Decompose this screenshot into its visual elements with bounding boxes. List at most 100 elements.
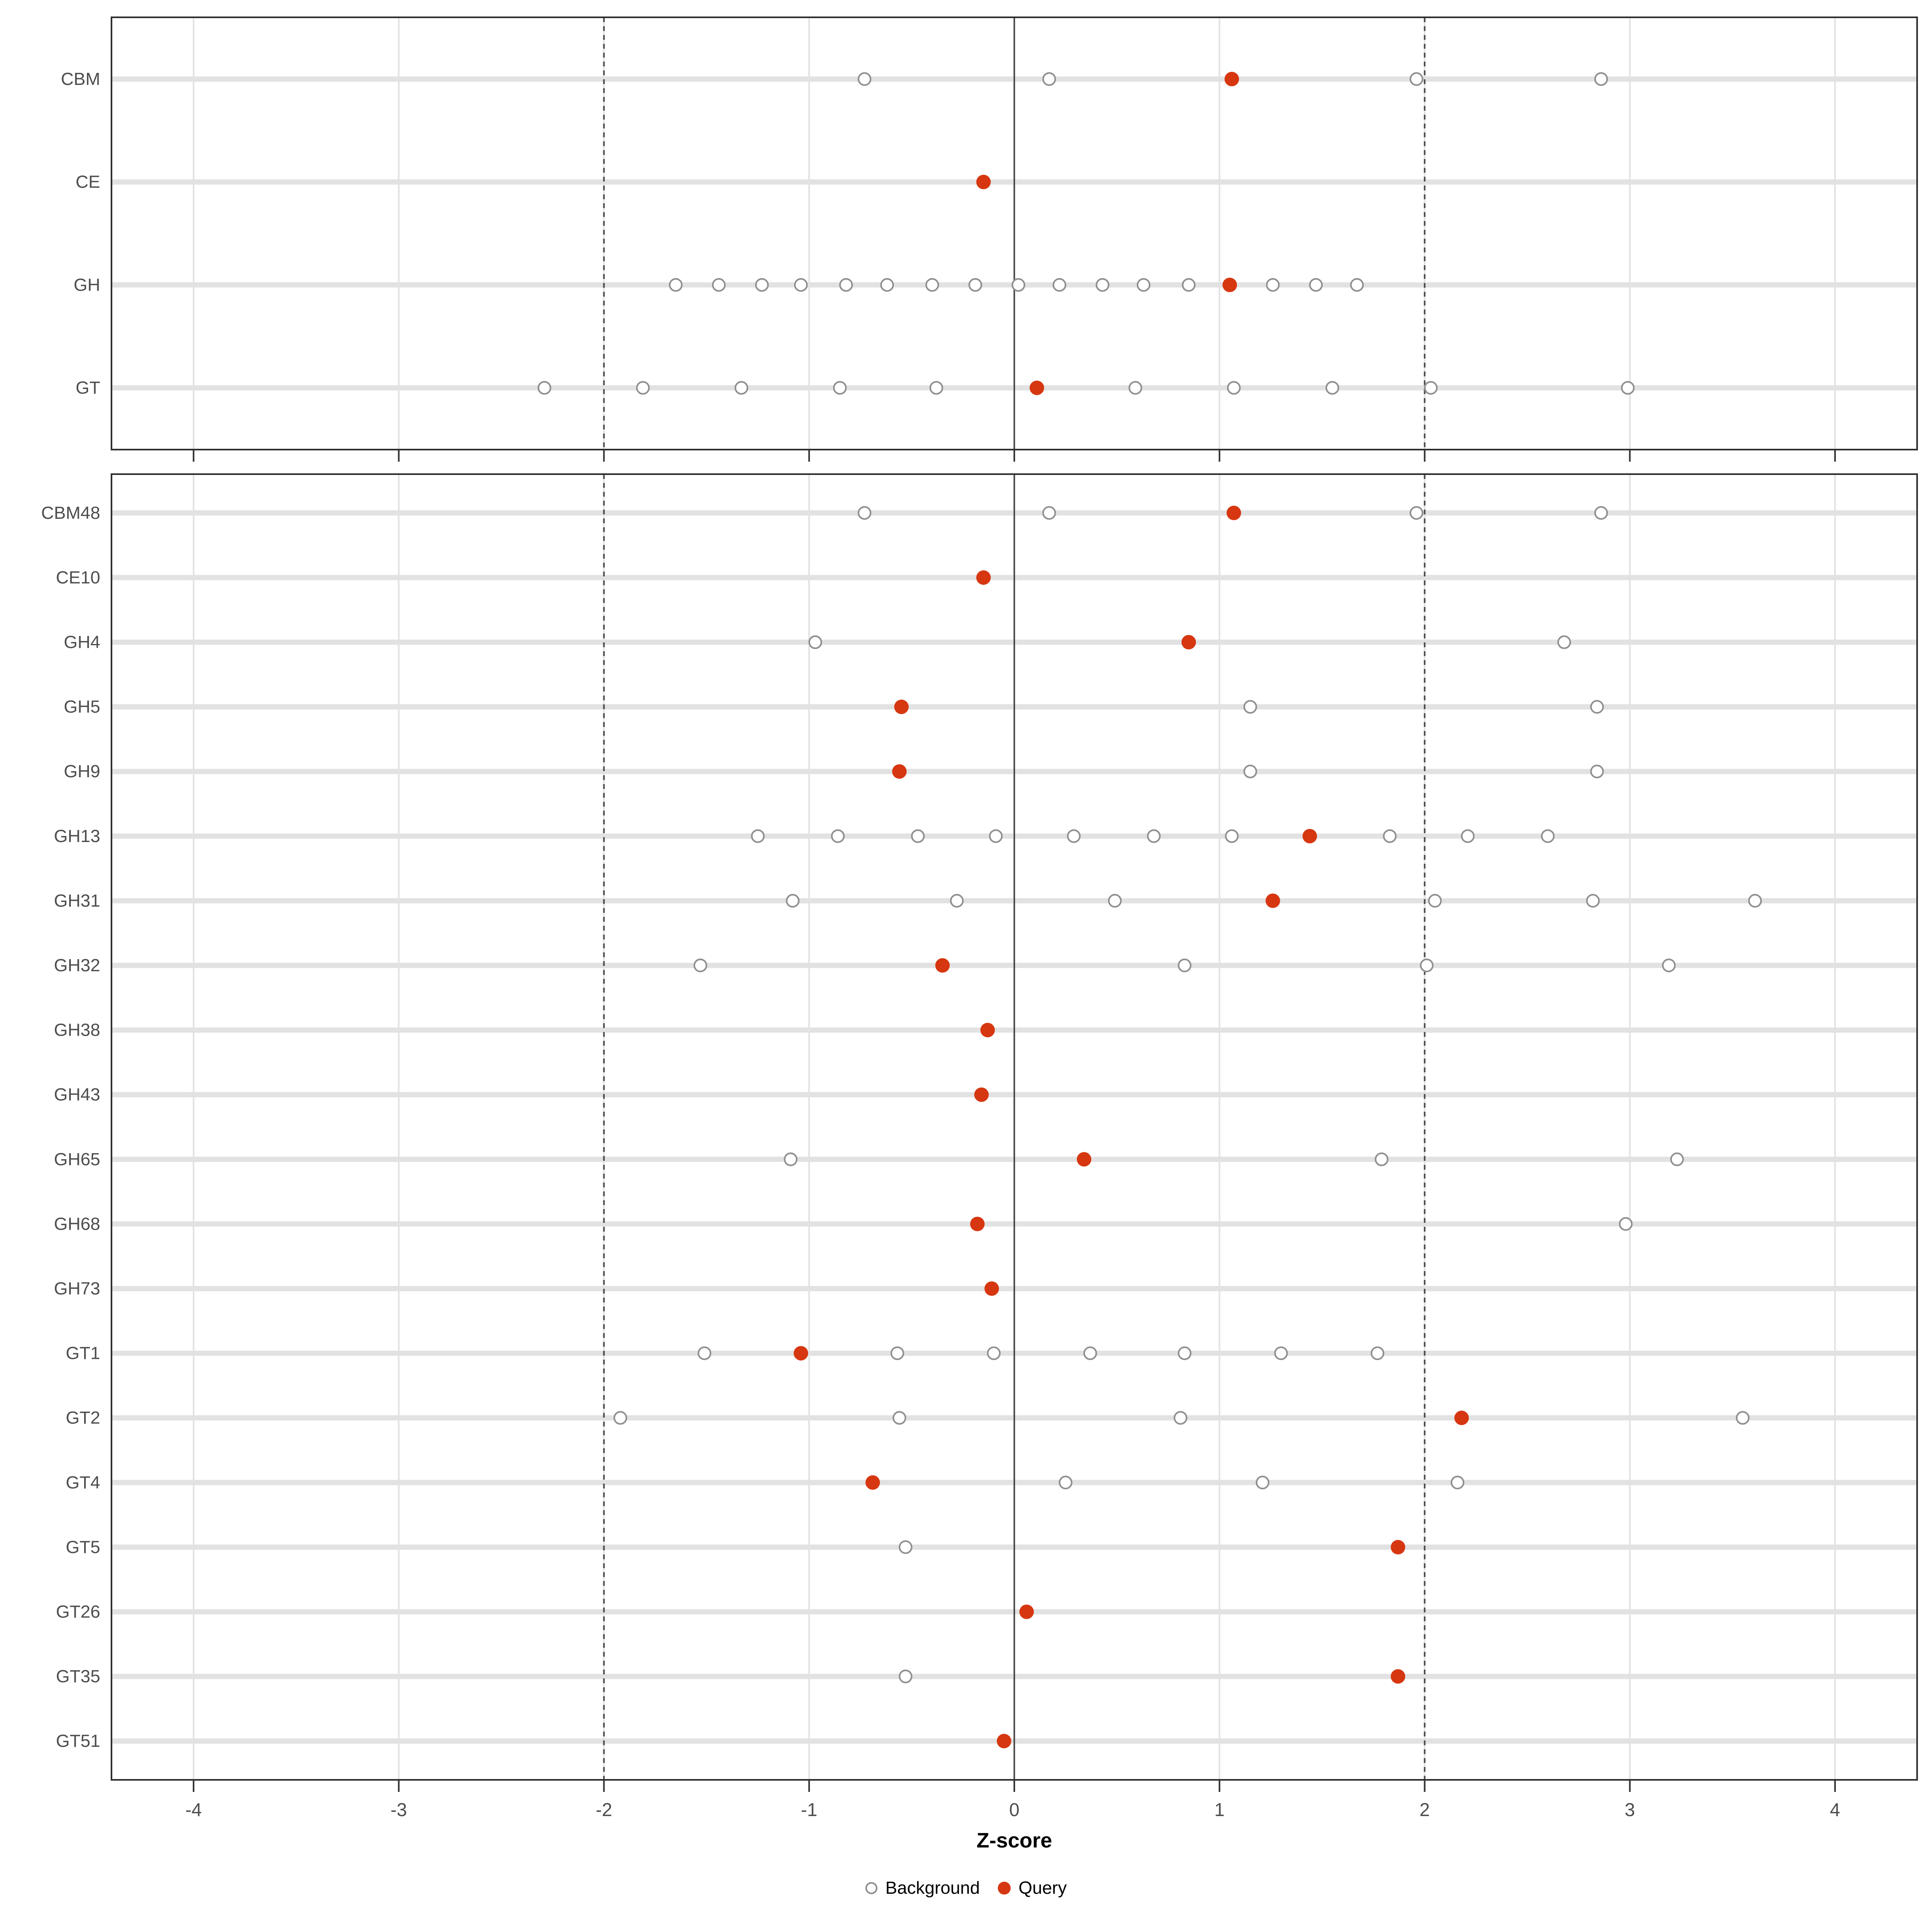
background-point-GT4 — [1059, 1476, 1073, 1490]
query-point-GH31 — [1265, 893, 1280, 908]
x-tick-label--3: -3 — [390, 1799, 407, 1820]
y-axis-label-GT35: GT35 — [56, 1667, 100, 1686]
background-point-GH — [1309, 278, 1323, 292]
legend-item-background: Background — [865, 1879, 980, 1897]
query-point-GH65 — [1077, 1152, 1092, 1167]
background-point-GH32 — [694, 958, 708, 972]
background-point-GH13 — [911, 829, 925, 843]
y-axis-label-GT5: GT5 — [66, 1537, 100, 1557]
query-point-GH43 — [974, 1087, 989, 1102]
background-point-GT1 — [698, 1346, 712, 1360]
x-tick-label--1: -1 — [801, 1799, 817, 1820]
background-point-GH — [755, 278, 769, 292]
background-point-CBM48 — [857, 506, 871, 520]
query-point-GH38 — [980, 1023, 995, 1038]
query-point-GT35 — [1391, 1669, 1406, 1684]
y-axis-label-GT1: GT1 — [66, 1344, 100, 1363]
background-point-GH65 — [784, 1152, 798, 1166]
background-point-GT — [929, 381, 943, 395]
y-axis-label-GH43: GH43 — [54, 1085, 100, 1104]
x-tick-label--2: -2 — [596, 1799, 612, 1820]
y-axis-label-CE10: CE10 — [56, 568, 100, 587]
background-point-GH — [880, 278, 894, 292]
y-axis-label-GT26: GT26 — [56, 1602, 100, 1622]
background-point-GH — [1053, 278, 1067, 292]
background-point-GH9 — [1590, 764, 1604, 778]
background-point-GH13 — [751, 829, 765, 843]
background-point-GT2 — [1173, 1411, 1187, 1425]
background-point-GH5 — [1590, 700, 1604, 714]
background-point-GH13 — [1383, 829, 1397, 843]
query-point-GT51 — [997, 1734, 1011, 1748]
background-point-CBM48 — [1410, 506, 1424, 520]
background-point-GH13 — [1541, 829, 1555, 843]
background-point-GH — [1350, 278, 1364, 292]
background-point-GT — [636, 381, 650, 395]
background-point-GH — [712, 278, 726, 292]
background-point-GH — [669, 278, 683, 292]
background-point-GT1 — [1083, 1346, 1097, 1360]
background-point-GH31 — [950, 894, 964, 908]
background-point-GT2 — [892, 1411, 906, 1425]
background-point-GT — [735, 381, 749, 395]
panel-subfamilies: CBM48 CE10 GH4 GH5 GH9 GH13 GH31 GH32 GH38 GH43 GH… — [41, 473, 1918, 1792]
query-point-GT26 — [1019, 1604, 1034, 1619]
x-tick-label-0: 0 — [1009, 1799, 1020, 1820]
background-point-GH32 — [1420, 958, 1434, 972]
query-point-CBM48 — [1226, 506, 1241, 520]
background-point-GH32 — [1662, 958, 1676, 972]
query-point-GH5 — [894, 700, 909, 714]
y-axis-label-GH4: GH4 — [64, 632, 100, 652]
query-point-CE10 — [976, 570, 991, 585]
background-point-GH — [839, 278, 853, 292]
y-axis-label-GT: GT — [76, 378, 100, 398]
background-point-CBM48 — [1594, 506, 1608, 520]
legend-label-query: Query — [1018, 1878, 1067, 1898]
background-point-GT5 — [898, 1540, 912, 1554]
y-axis-label-CBM: CBM — [61, 69, 100, 89]
y-axis-label-CBM48: CBM48 — [41, 503, 100, 523]
background-point-GH13 — [1067, 829, 1081, 843]
background-point-CBM — [1594, 72, 1608, 86]
x-tick-label-1: 1 — [1214, 1799, 1225, 1820]
chart-legend: Background Query — [0, 1866, 1932, 1910]
background-point-GT — [1227, 381, 1241, 395]
background-point-GH13 — [989, 829, 1003, 843]
background-point-GT — [537, 381, 551, 395]
x-tick-label-2: 2 — [1420, 1799, 1430, 1820]
background-point-GH13 — [831, 829, 845, 843]
background-point-GH13 — [1225, 829, 1239, 843]
background-point-GH13 — [1147, 829, 1161, 843]
background-point-GH — [968, 278, 983, 292]
x-tick-label--4: -4 — [185, 1799, 202, 1820]
background-point-GT2 — [1736, 1411, 1750, 1425]
query-point-GH32 — [935, 958, 950, 973]
legend-label-background: Background — [885, 1878, 980, 1898]
background-point-GT1 — [987, 1346, 1001, 1360]
background-point-GT1 — [1371, 1346, 1385, 1360]
background-point-GT4 — [1451, 1476, 1465, 1490]
background-point-GT — [1424, 381, 1438, 395]
background-point-GH5 — [1243, 700, 1257, 714]
background-point-GH68 — [1619, 1217, 1633, 1231]
background-point-GH — [1096, 278, 1110, 292]
background-point-GH4 — [1557, 635, 1571, 649]
query-point-CE — [976, 175, 991, 190]
background-point-GT — [833, 381, 847, 395]
background-point-GH32 — [1178, 958, 1192, 972]
query-point-GH4 — [1181, 635, 1196, 650]
background-point-GH — [1137, 278, 1151, 292]
query-point-GH13 — [1302, 829, 1317, 844]
background-point-CBM — [1410, 72, 1424, 86]
query-point-GH — [1222, 277, 1237, 292]
background-point-GH9 — [1243, 764, 1257, 778]
background-point-GH — [925, 278, 939, 292]
y-axis-label-GH13: GH13 — [54, 826, 100, 846]
query-point-GT5 — [1391, 1540, 1406, 1554]
background-point-GH13 — [1461, 829, 1475, 843]
background-point-GT — [1325, 381, 1340, 395]
y-axis-label-CE: CE — [76, 172, 100, 192]
panel-families: CBM CE GH GT — [61, 17, 1918, 462]
